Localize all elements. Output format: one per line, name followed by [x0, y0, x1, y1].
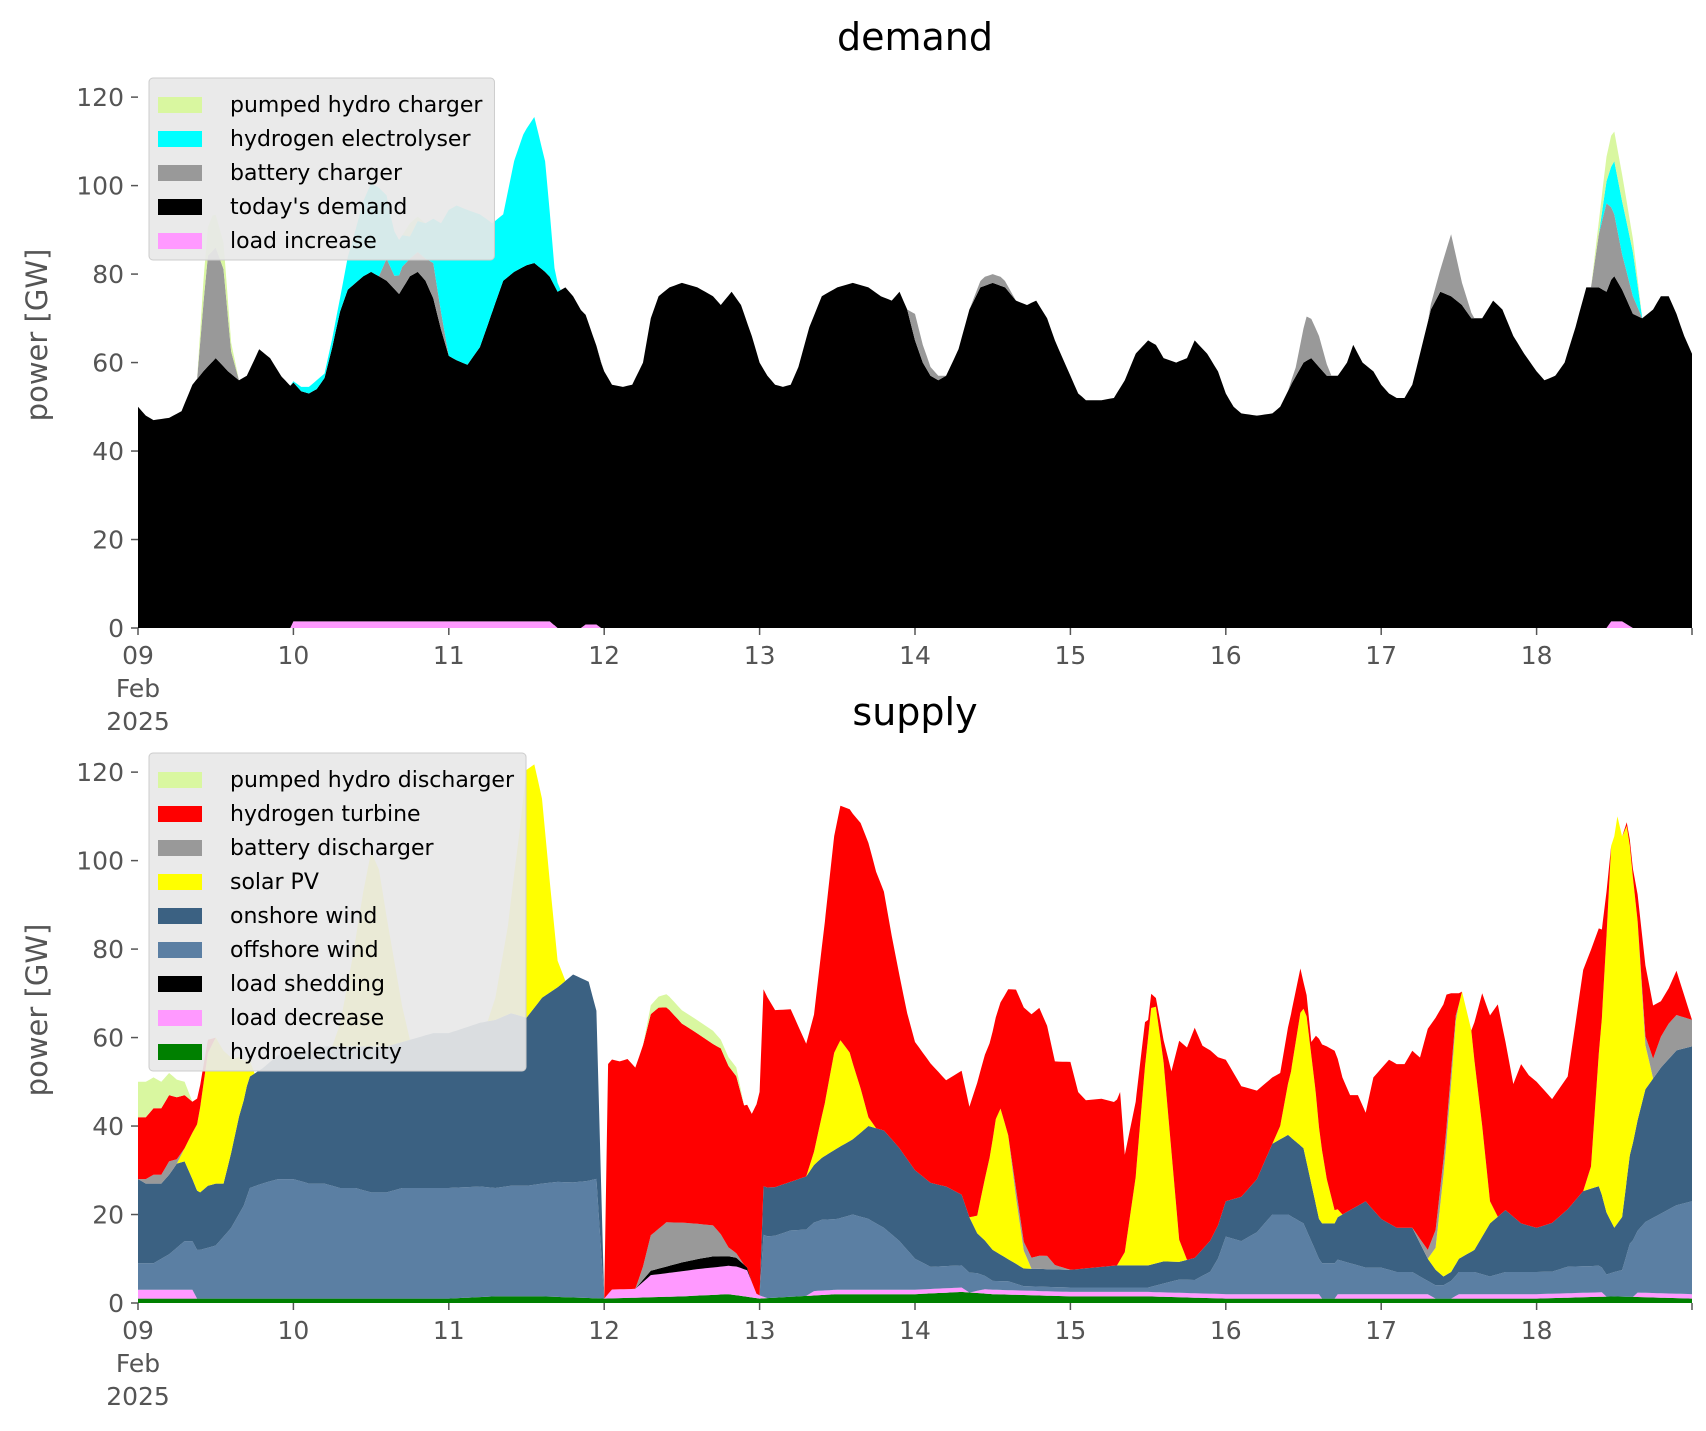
legend-swatch-pumped-hydro-charger [158, 97, 202, 113]
y-tick-label: 0 [108, 1289, 124, 1318]
y-tick-label: 80 [92, 935, 124, 964]
y-tick-label: 120 [76, 758, 124, 787]
series-areas [138, 117, 1692, 628]
legend-swatch-battery-discharger [158, 840, 202, 856]
legend-label-pumped-hydro-discharger: pumped hydro discharger [230, 768, 515, 793]
area-load-decrease [138, 1265, 1692, 1299]
y-tick-label: 20 [92, 1201, 124, 1230]
x-tick-label: 12 [588, 641, 620, 670]
area-load-increase [138, 621, 1692, 628]
legend-swatch-solar-pv [158, 874, 202, 890]
x-axis: 09 Feb 2025 10 11 12 13 14 15 16 17 18 [106, 628, 1693, 736]
legend-label-pumped-hydro-charger: pumped hydro charger [230, 93, 483, 118]
legend-label-hydrogen-turbine: hydrogen turbine [230, 802, 421, 827]
x-axis: 09 Feb 2025 10 11 12 13 14 15 16 17 18 [106, 1303, 1693, 1411]
legend: pumped hydro charger hydrogen electrolyse… [148, 77, 495, 261]
x-tick-label: 16 [1210, 641, 1242, 670]
legend-label-onshore-wind: onshore wind [230, 904, 377, 929]
x-tick-label: 18 [1521, 1316, 1553, 1345]
legend-swatch-pumped-hydro-discharger [158, 772, 202, 788]
area-today-s-demand [138, 263, 1692, 628]
x-tick-label: 16 [1210, 1316, 1242, 1345]
chart-title: supply [852, 690, 977, 734]
x-tick-label: 09 [122, 1316, 154, 1345]
legend-label-battery-charger: battery charger [230, 161, 403, 186]
x-tick-label: Feb [116, 674, 160, 703]
legend-label-load-decrease: load decrease [230, 1006, 384, 1031]
legend-swatch-load-increase [158, 233, 202, 249]
x-tick-label: 15 [1054, 1316, 1086, 1345]
legend-label-load-increase: load increase [230, 229, 377, 254]
x-tick-label: 09 [122, 641, 154, 670]
legend-swatch-hydroelectricity [158, 1044, 202, 1060]
x-tick-label: 10 [277, 641, 309, 670]
legend-swatch-offshore-wind [158, 942, 202, 958]
plot-area: 0 20 40 60 80 100 120 09 Feb 2025 10 11 12 13 14 15 16 17… [76, 83, 1693, 736]
y-tick-label: 40 [92, 1112, 124, 1141]
legend-swatch-load-decrease [158, 1010, 202, 1026]
x-tick-label: 18 [1521, 641, 1553, 670]
y-tick-label: 120 [76, 83, 124, 112]
y-axis: 0 20 40 60 80 100 120 [76, 758, 138, 1318]
legend-label-load-shedding: load shedding [230, 972, 385, 997]
x-tick-label: 10 [277, 1316, 309, 1345]
y-axis: 0 20 40 60 80 100 120 [76, 83, 138, 643]
legend-swatch-battery-charger [158, 165, 202, 181]
x-tick-label: 11 [433, 1316, 465, 1345]
y-tick-label: 60 [92, 349, 124, 378]
legend-box [148, 752, 527, 1072]
legend: pumped hydro discharger hydrogen turbine b… [148, 752, 527, 1072]
y-axis-label: power [GW] [20, 924, 54, 1097]
legend-label-battery-discharger: battery discharger [230, 836, 435, 861]
x-tick-label: 2025 [106, 707, 170, 736]
legend-swatch-hydrogen-electrolyser [158, 131, 202, 147]
legend-label-offshore-wind: offshore wind [230, 938, 379, 963]
y-tick-label: 100 [76, 172, 124, 201]
x-tick-label: Feb [116, 1349, 160, 1378]
y-tick-label: 20 [92, 526, 124, 555]
x-tick-label: 17 [1365, 1316, 1397, 1345]
legend-swatch-hydrogen-turbine [158, 806, 202, 822]
x-tick-label: 13 [744, 641, 776, 670]
y-tick-label: 0 [108, 614, 124, 643]
x-tick-label: 14 [899, 641, 931, 670]
x-tick-label: 2025 [106, 1382, 170, 1411]
x-tick-label: 15 [1054, 641, 1086, 670]
area-offshore-wind [138, 1178, 1692, 1299]
y-axis-label: power [GW] [20, 249, 54, 422]
x-tick-label: 14 [899, 1316, 931, 1345]
x-tick-label: 11 [433, 641, 465, 670]
legend-label-today-s-demand: today's demand [230, 195, 407, 220]
y-tick-label: 40 [92, 437, 124, 466]
x-tick-label: 17 [1365, 641, 1397, 670]
legend-label-solar-pv: solar PV [230, 870, 319, 895]
supply-chart: supply power [GW] 0 20 40 60 80 100 120 09 Feb 20… [20, 690, 1693, 1411]
y-tick-label: 80 [92, 260, 124, 289]
x-tick-label: 12 [588, 1316, 620, 1345]
chart-title: demand [837, 15, 993, 59]
area-hydrogen-electrolyser [138, 117, 1692, 421]
legend-swatch-load-shedding [158, 976, 202, 992]
y-tick-label: 60 [92, 1024, 124, 1053]
legend-swatch-today-s-demand [158, 199, 202, 215]
x-tick-label: 13 [744, 1316, 776, 1345]
legend-label-hydrogen-electrolyser: hydrogen electrolyser [230, 127, 471, 152]
y-tick-label: 100 [76, 847, 124, 876]
legend-box [148, 77, 495, 261]
demand-chart: demand power [GW] 0 20 40 60 80 100 120 09 Feb 20… [20, 15, 1693, 736]
area-hydroelectricity [138, 1291, 1692, 1303]
legend-swatch-onshore-wind [158, 908, 202, 924]
legend-label-hydroelectricity: hydroelectricity [230, 1040, 402, 1065]
